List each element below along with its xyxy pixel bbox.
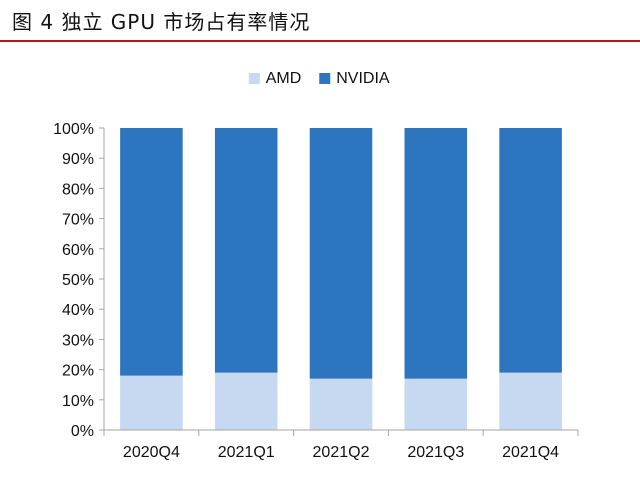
y-tick-label: 60%: [62, 242, 94, 259]
bar-segment-amd: [309, 378, 373, 430]
bar-segment-nvidia: [214, 128, 278, 373]
bar-segment-nvidia: [309, 128, 373, 379]
bar-segment-amd: [499, 372, 562, 430]
bars: [120, 128, 562, 430]
legend-label-nvidia: NVIDIA: [336, 70, 390, 87]
bar-segment-amd: [404, 378, 468, 430]
x-category-label: 2021Q4: [502, 444, 559, 461]
bar-segment-amd: [120, 375, 183, 430]
bar-segment-nvidia: [499, 128, 562, 373]
y-tick-label: 30%: [62, 332, 94, 349]
y-tick-label: 0%: [71, 423, 94, 440]
page-title: 图 4 独立 GPU 市场占有率情况: [12, 10, 311, 34]
y-tick-label: 70%: [62, 212, 94, 229]
bar-segment-nvidia: [404, 128, 468, 379]
y-tick-label: 100%: [53, 121, 94, 138]
x-category-label: 2021Q2: [313, 444, 370, 461]
x-category-label: 2021Q3: [407, 444, 464, 461]
x-axis: 2020Q4 2021Q1 2021Q2 2021Q3 2021Q4: [103, 429, 579, 461]
x-category-label: 2021Q1: [218, 444, 275, 461]
bar-segment-nvidia: [120, 128, 183, 376]
y-tick-label: 20%: [62, 363, 94, 380]
title-divider: [0, 40, 640, 42]
y-tick-label: 50%: [62, 272, 94, 289]
legend-swatch-amd: [248, 73, 260, 84]
y-tick-label: 80%: [62, 181, 94, 198]
x-category-label: 2020Q4: [123, 444, 180, 461]
legend-label-amd: AMD: [266, 70, 302, 87]
bar-segment-amd: [214, 372, 278, 430]
y-tick-label: 10%: [62, 393, 94, 410]
y-tick-label: 90%: [62, 151, 94, 168]
y-axis: 0% 10% 20% 30% 40% 50% 60% 70% 80% 90% 100%: [53, 121, 105, 440]
y-tick-label: 40%: [62, 302, 94, 319]
legend-swatch-nvidia: [319, 73, 331, 84]
legend: AMD NVIDIA: [248, 70, 390, 87]
